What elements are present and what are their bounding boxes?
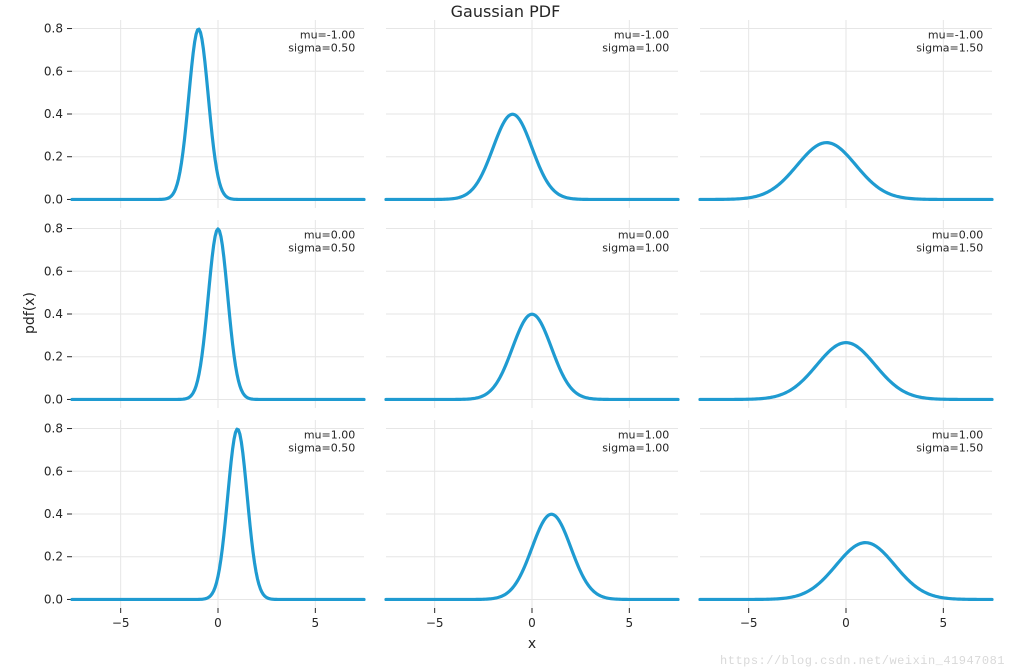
annotation-sigma: sigma=0.50 [288,42,355,55]
panel-r2-c2: −505mu=1.00sigma=1.50 [700,420,992,608]
y-tick-label: 0.4 [44,507,63,521]
panel-svg: −505mu=1.00sigma=1.50 [700,420,992,608]
y-tick-label: 0.6 [44,264,63,278]
y-tick-label: 0.8 [44,222,63,236]
panel-svg: mu=0.00sigma=1.00 [386,220,678,408]
y-tick-label: 0.6 [44,464,63,478]
x-tick-label: −5 [740,616,758,630]
annotation-mu: mu=0.00 [618,229,669,242]
panel-r0-c2: mu=-1.00sigma=1.50 [700,20,992,208]
figure-title: Gaussian PDF [0,2,1011,21]
y-tick-label: 0.4 [44,107,63,121]
annotation-sigma: sigma=1.50 [916,242,983,255]
annotation-sigma: sigma=1.00 [602,42,669,55]
annotation-mu: mu=1.00 [932,429,983,442]
panel-r2-c0: −5050.00.20.40.60.8mu=1.00sigma=0.50 [72,420,364,608]
y-tick-label: 0.0 [44,392,63,406]
annotation-mu: mu=-1.00 [614,29,669,42]
panel-svg: mu=-1.00sigma=1.50 [700,20,992,208]
x-tick-label: −5 [426,616,444,630]
annotation-mu: mu=1.00 [618,429,669,442]
panel-svg: 0.00.20.40.60.8mu=-1.00sigma=0.50 [72,20,364,208]
annotation-mu: mu=-1.00 [300,29,355,42]
annotation-sigma: sigma=0.50 [288,442,355,455]
annotation-sigma: sigma=0.50 [288,242,355,255]
annotation-sigma: sigma=1.50 [916,442,983,455]
x-tick-label: −5 [112,616,130,630]
annotation-sigma: sigma=1.00 [602,242,669,255]
panel-svg: −505mu=1.00sigma=1.00 [386,420,678,608]
panel-svg: mu=0.00sigma=1.50 [700,220,992,408]
figure: Gaussian PDF 0.00.20.40.60.8mu=-1.00sigm… [0,0,1011,670]
y-tick-label: 0.0 [44,592,63,606]
shared-y-axis-label: pdf(x) [22,292,38,334]
panel-svg: −5050.00.20.40.60.8mu=1.00sigma=0.50 [72,420,364,608]
x-tick-label: 5 [626,616,634,630]
annotation-mu: mu=-1.00 [928,29,983,42]
x-tick-label: 5 [312,616,320,630]
annotation-mu: mu=1.00 [304,429,355,442]
y-tick-label: 0.8 [44,22,63,36]
panel-r2-c1: −505mu=1.00sigma=1.00 [386,420,678,608]
panel-svg: mu=-1.00sigma=1.00 [386,20,678,208]
panel-r0-c1: mu=-1.00sigma=1.00 [386,20,678,208]
panel-svg: 0.00.20.40.60.8mu=0.00sigma=0.50 [72,220,364,408]
annotation-mu: mu=0.00 [932,229,983,242]
shared-x-axis-label: x [72,636,992,652]
panel-r1-c0: 0.00.20.40.60.8mu=0.00sigma=0.50 [72,220,364,408]
y-tick-label: 0.0 [44,192,63,206]
annotation-sigma: sigma=1.50 [916,42,983,55]
y-tick-label: 0.6 [44,64,63,78]
watermark-text: https://blog.csdn.net/weixin_41947081 [720,654,1005,668]
annotation-mu: mu=0.00 [304,229,355,242]
panel-r0-c0: 0.00.20.40.60.8mu=-1.00sigma=0.50 [72,20,364,208]
y-tick-label: 0.4 [44,307,63,321]
x-tick-label: 0 [528,616,536,630]
panel-r1-c1: mu=0.00sigma=1.00 [386,220,678,408]
y-tick-label: 0.2 [44,150,63,164]
panel-r1-c2: mu=0.00sigma=1.50 [700,220,992,408]
x-tick-label: 0 [842,616,850,630]
y-tick-label: 0.2 [44,350,63,364]
annotation-sigma: sigma=1.00 [602,442,669,455]
x-tick-label: 5 [940,616,948,630]
y-tick-label: 0.2 [44,550,63,564]
x-tick-label: 0 [214,616,222,630]
y-tick-label: 0.8 [44,422,63,436]
